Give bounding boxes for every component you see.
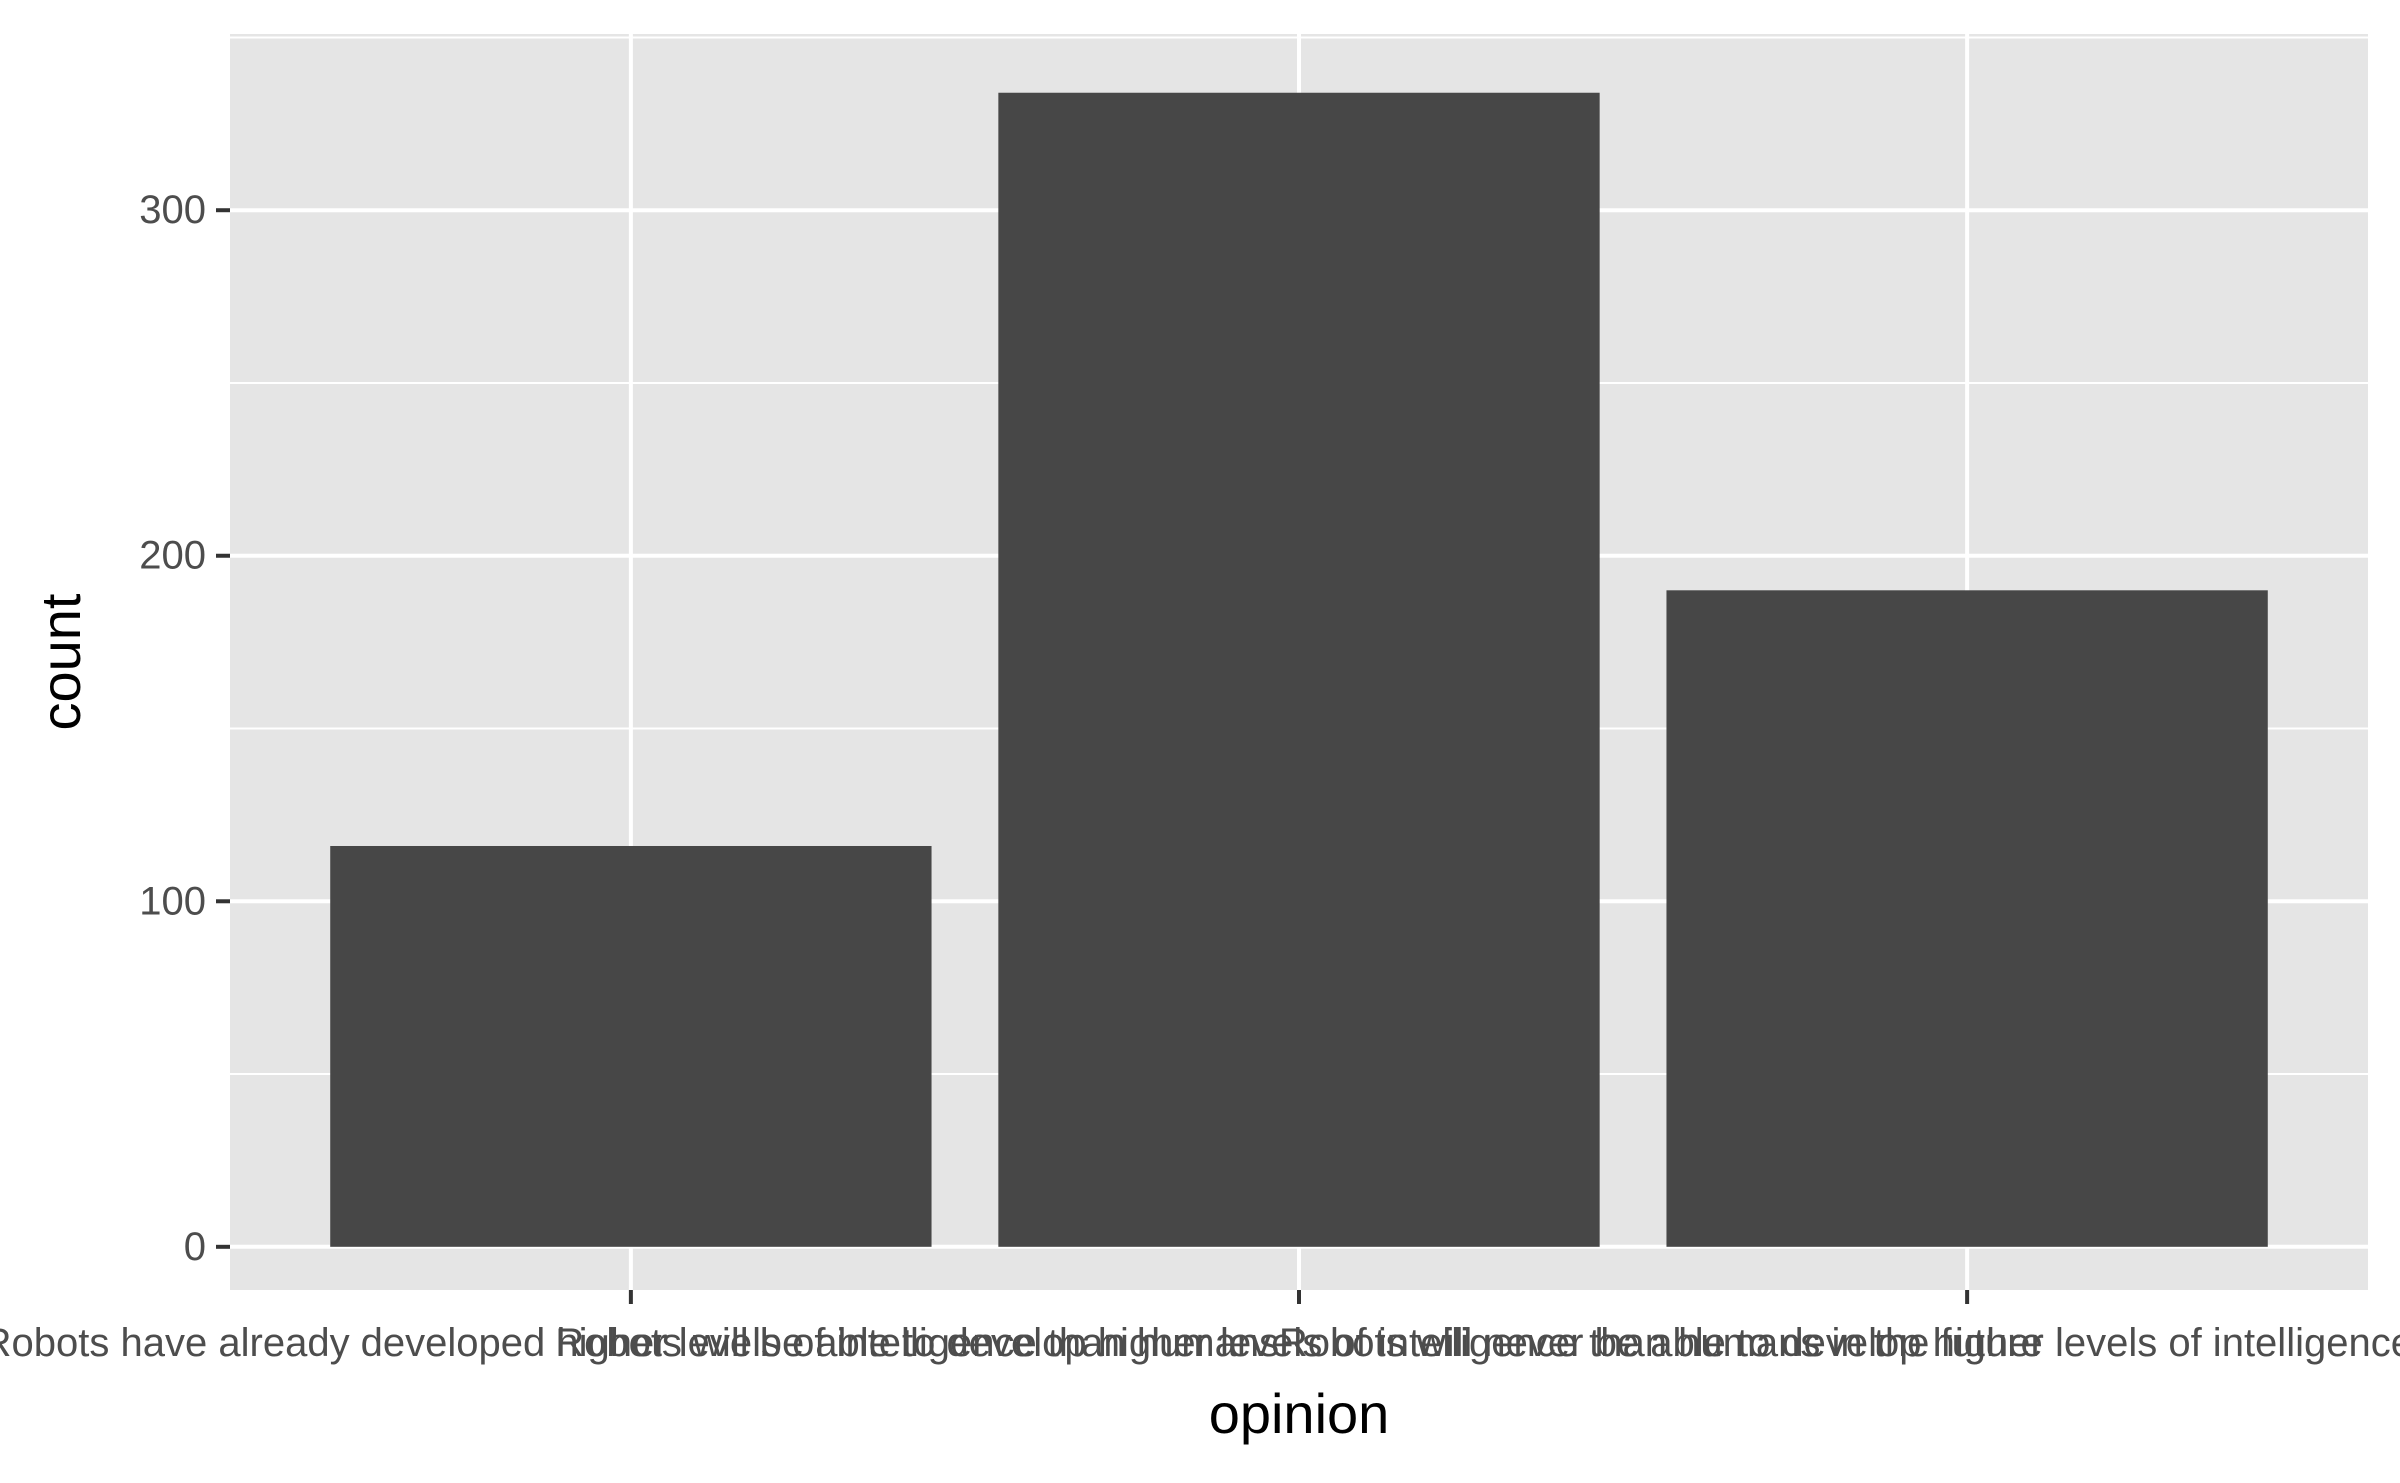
- x-tick-label: Robots have already developed higher lev…: [0, 1321, 1279, 1365]
- x-tick-label: Robots will be able to develop higher le…: [555, 1321, 2043, 1365]
- y-axis-title: count: [29, 593, 92, 730]
- y-tick-label: 0: [184, 1225, 206, 1269]
- y-axis: 0 100 200 300: [139, 188, 230, 1269]
- bar: [1666, 590, 2268, 1247]
- x-axis: Robots have already developed higher lev…: [0, 1290, 2400, 1365]
- x-axis-title: opinion: [1209, 1382, 1390, 1445]
- y-tick-label: 100: [139, 879, 206, 923]
- bars: [330, 92, 2268, 1247]
- y-tick-label: 200: [139, 534, 206, 578]
- y-tick-label: 300: [139, 188, 206, 232]
- bar: [330, 845, 932, 1247]
- x-tick-label: Robots will never be able to develop hig…: [1279, 1321, 2400, 1365]
- bar: [998, 92, 1600, 1247]
